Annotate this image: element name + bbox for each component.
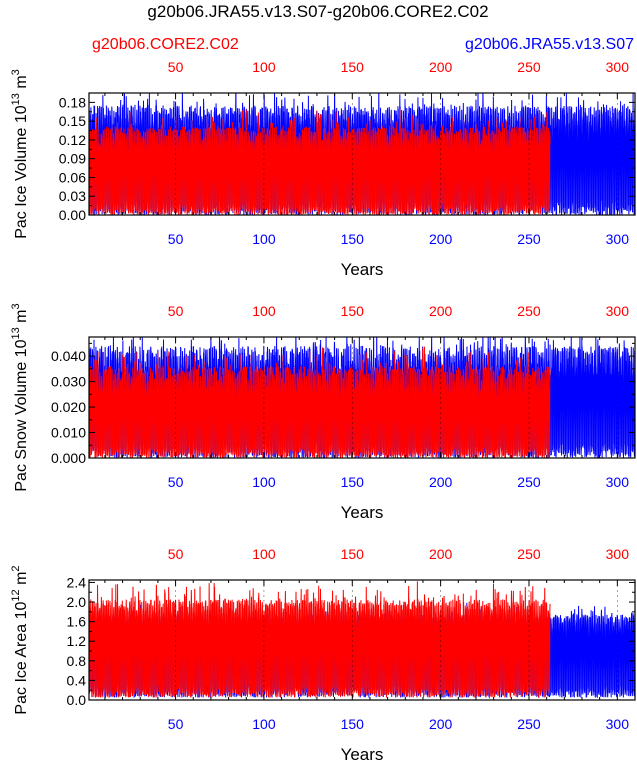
x-tick-label-top: 150 (341, 59, 365, 75)
y-tick-label: 0.15 (59, 113, 86, 129)
x-tick-label-bottom: 100 (252, 716, 276, 732)
y-tick-label: 0.8 (67, 653, 87, 669)
y-tick-label: 2.4 (67, 574, 87, 590)
x-tick-label-bottom: 50 (168, 231, 184, 247)
plot-frame (88, 92, 636, 216)
legend-left-label: g20b06.CORE2.C02 (92, 36, 239, 53)
x-tick-label-top: 100 (252, 303, 276, 319)
y-tick-label: 0.030 (51, 374, 86, 390)
x-tick-label-bottom: 300 (606, 716, 630, 732)
plot-frame (88, 579, 636, 701)
x-tick-label-bottom: 50 (168, 474, 184, 490)
x-tick-label-bottom: 100 (252, 474, 276, 490)
x-tick-label-bottom: 100 (252, 231, 276, 247)
y-tick-label: 2.0 (67, 594, 87, 610)
figure-title: g20b06.JRA55.v13.S07-g20b06.CORE2.C02 (147, 2, 488, 21)
x-tick-label-bottom: 200 (429, 231, 453, 247)
x-tick-label-top: 100 (252, 546, 276, 562)
plot-frame (88, 336, 636, 459)
x-tick-label-bottom: 50 (168, 716, 184, 732)
series-line-core2 (89, 346, 551, 458)
y-tick-label: 0.09 (59, 151, 86, 167)
y-tick-label: 0.12 (59, 132, 86, 148)
x-tick-label-bottom: 150 (341, 231, 365, 247)
x-tick-label-top: 200 (429, 546, 453, 562)
y-tick-label: 0.06 (59, 169, 86, 185)
x-tick-label-top: 100 (252, 59, 276, 75)
y-tick-label: 0.18 (59, 94, 86, 110)
y-tick-label: 0.0 (67, 692, 87, 708)
y-tick-label: 1.6 (67, 614, 87, 630)
y-tick-label: 0.010 (51, 425, 86, 441)
y-axis-label: Pac Ice Volume 1013 m3 (10, 69, 30, 239)
x-tick-label-top: 300 (606, 59, 630, 75)
x-tick-label-bottom: 150 (341, 716, 365, 732)
panel-ice-volume: 50 100 150 200 250 300 50 100 150 200 250 300 0.00 0.… (10, 59, 636, 279)
x-tick-label-bottom: 250 (517, 474, 541, 490)
x-axis-label: Years (341, 745, 384, 762)
x-tick-label-top: 200 (429, 303, 453, 319)
y-tick-label: 0.4 (67, 672, 87, 688)
x-tick-label-top: 50 (168, 59, 184, 75)
y-tick-label: 0.020 (51, 399, 86, 415)
x-tick-label-top: 300 (606, 303, 630, 319)
x-tick-label-top: 150 (341, 303, 365, 319)
x-tick-label-top: 200 (429, 59, 453, 75)
x-tick-label-bottom: 250 (517, 716, 541, 732)
x-tick-label-bottom: 200 (429, 474, 453, 490)
y-axis-label: Pac Ice Area 1012 m2 (10, 565, 30, 714)
y-tick-label: 0.040 (51, 348, 86, 364)
x-axis-label: Years (341, 260, 384, 279)
panel-snow-volume: 50 100 150 200 250 300 50 100 150 200 250 300 0.000 0… (10, 303, 636, 522)
y-axis-label: Pac Snow Volume 1013 m3 (10, 303, 30, 491)
y-tick-label: 1.2 (67, 633, 87, 649)
x-tick-label-bottom: 300 (606, 231, 630, 247)
x-tick-label-top: 150 (341, 546, 365, 562)
x-tick-label-top: 50 (168, 546, 184, 562)
x-axis-label: Years (341, 503, 384, 522)
x-tick-label-top: 250 (517, 59, 541, 75)
series-line-core2 (89, 581, 551, 699)
y-tick-label: 0.000 (51, 450, 86, 466)
panel-ice-area: 50 100 150 200 250 300 50 100 150 200 250 300 0.0 0.4… (10, 546, 636, 762)
series-line-core2 (89, 108, 551, 215)
x-tick-label-bottom: 200 (429, 716, 453, 732)
x-tick-label-top: 250 (517, 303, 541, 319)
x-tick-label-bottom: 150 (341, 474, 365, 490)
y-tick-label: 0.00 (59, 207, 86, 223)
x-tick-label-bottom: 300 (606, 474, 630, 490)
x-tick-label-top: 250 (517, 546, 541, 562)
x-tick-label-top: 50 (168, 303, 184, 319)
y-tick-label: 0.03 (59, 188, 86, 204)
legend-right-label: g20b06.JRA55.v13.S07 (465, 36, 634, 53)
x-tick-label-bottom: 250 (517, 231, 541, 247)
x-tick-label-top: 300 (606, 546, 630, 562)
